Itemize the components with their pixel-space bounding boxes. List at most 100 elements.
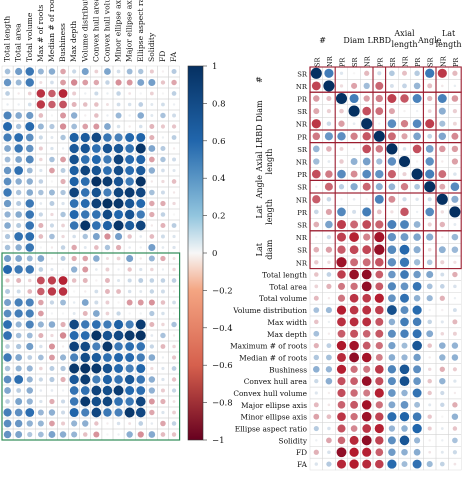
right-correlation-dot	[399, 244, 410, 255]
right-correlation-dot	[386, 143, 398, 155]
left-correlation-dot	[50, 257, 54, 260]
left-correlation-dot	[160, 234, 165, 239]
right-correlation-dot	[350, 170, 358, 178]
left-correlation-dot	[4, 233, 11, 240]
left-correlation-dot	[114, 352, 124, 363]
left-correlation-dot	[60, 365, 66, 372]
right-correlation-dot	[413, 377, 421, 385]
right-correlation-dot	[427, 390, 432, 396]
left-correlation-dot	[27, 91, 32, 96]
left-correlation-dot	[106, 103, 109, 106]
left-correlation-dot	[48, 409, 56, 416]
right-correlation-dot	[373, 130, 385, 142]
left-correlation-dot	[60, 321, 66, 328]
right-correlation-dot	[310, 67, 322, 79]
left-correlation-dot	[69, 341, 80, 352]
left-correlation-dot	[171, 135, 177, 140]
left-correlation-dot	[38, 135, 43, 140]
right-column-group-label: #	[319, 36, 326, 45]
right-correlation-dot	[375, 183, 383, 191]
left-correlation-dot	[48, 343, 55, 350]
right-correlation-dot	[412, 329, 422, 339]
left-correlation-dot	[4, 68, 11, 75]
right-correlation-dot	[352, 122, 356, 126]
right-correlation-dot	[315, 439, 318, 442]
right-correlation-dot	[362, 447, 372, 457]
left-correlation-dot	[171, 377, 177, 382]
right-correlation-dot	[361, 352, 372, 363]
left-correlation-dot	[14, 265, 23, 274]
right-correlation-dot	[425, 145, 434, 153]
left-correlation-dot	[160, 300, 166, 305]
left-correlation-dot	[161, 102, 165, 107]
right-correlation-dot	[428, 356, 431, 359]
right-correlation-dot	[388, 341, 396, 350]
left-correlation-dot	[60, 178, 66, 185]
left-column-label: Total area	[14, 23, 23, 62]
left-correlation-dot	[38, 267, 44, 272]
right-correlation-dot	[452, 308, 457, 312]
left-correlation-dot	[136, 353, 145, 362]
left-correlation-dot	[125, 320, 134, 329]
right-correlation-dot	[362, 459, 372, 469]
left-correlation-dot	[4, 365, 11, 372]
right-correlation-dot	[412, 388, 422, 398]
left-correlation-dot	[161, 268, 165, 271]
right-row-sublabel: SR	[297, 108, 308, 116]
left-correlation-dot	[48, 189, 55, 196]
left-correlation-dot	[14, 133, 24, 142]
left-correlation-dot	[25, 155, 34, 164]
right-correlation-dot	[313, 209, 319, 215]
right-correlation-dot	[374, 364, 384, 374]
left-correlation-dot	[160, 145, 166, 152]
right-bottom-row-label: Median # of roots	[239, 353, 307, 362]
right-correlation-dot	[388, 401, 396, 409]
left-correlation-dot	[136, 132, 146, 143]
right-bottom-row-label: Max width	[267, 318, 307, 327]
left-highlight-box	[1, 252, 181, 441]
right-correlation-dot	[336, 257, 347, 268]
right-correlation-dot	[375, 401, 383, 409]
left-correlation-dot	[104, 244, 111, 251]
left-correlation-dot	[61, 345, 65, 348]
right-correlation-dot	[439, 366, 445, 372]
right-correlation-dot	[313, 354, 319, 361]
left-correlation-dot	[150, 334, 154, 337]
right-correlation-dot	[399, 435, 410, 446]
left-correlation-dot	[71, 420, 78, 427]
left-correlation-dot	[14, 166, 24, 175]
left-correlation-dot	[92, 210, 101, 219]
right-correlation-dot	[352, 147, 356, 151]
left-correlation-dot	[3, 408, 12, 417]
left-correlation-dot	[15, 189, 22, 196]
left-correlation-dot	[171, 432, 177, 437]
right-correlation-dot	[415, 210, 419, 214]
left-correlation-dot	[38, 113, 44, 118]
left-correlation-dot	[5, 344, 10, 349]
left-correlation-dot	[70, 266, 78, 273]
left-correlation-dot	[150, 103, 154, 106]
right-correlation-dot	[413, 259, 421, 266]
right-column-sublabel: PR	[339, 57, 347, 67]
right-correlation-dot	[451, 413, 459, 420]
left-correlation-dot	[38, 222, 44, 229]
left-correlation-dot	[125, 397, 134, 406]
right-grid-cell	[448, 457, 462, 471]
left-correlation-dot	[15, 255, 23, 262]
left-correlation-dot	[4, 298, 12, 307]
left-correlation-dot	[102, 341, 113, 352]
left-correlation-dot	[60, 112, 67, 119]
left-correlation-dot	[172, 201, 176, 206]
right-correlation-dot	[440, 450, 444, 454]
right-bottom-row-label: Max depth	[267, 330, 307, 339]
left-correlation-dot	[91, 132, 102, 143]
left-correlation-dot	[17, 92, 20, 95]
left-correlation-dot	[117, 301, 120, 304]
left-correlation-dot	[50, 268, 54, 271]
right-correlation-dot	[374, 244, 385, 255]
right-correlation-dot	[413, 132, 421, 141]
right-correlation-dot	[387, 258, 397, 267]
left-correlation-dot	[59, 123, 67, 130]
right-correlation-dot	[426, 461, 433, 468]
left-correlation-dot	[113, 143, 124, 154]
